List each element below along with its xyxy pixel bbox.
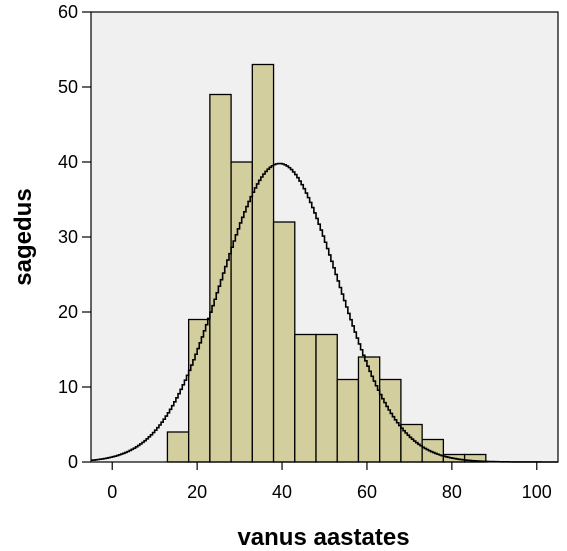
histogram-bar [166, 431, 190, 463]
x-tick-label: 60 [357, 482, 377, 502]
x-tick-label: 0 [107, 482, 117, 502]
y-tick-label: 10 [58, 377, 78, 397]
histogram-bar [421, 438, 445, 463]
histogram-bar [251, 63, 275, 463]
y-tick-label: 40 [58, 152, 78, 172]
y-tick-label: 60 [58, 2, 78, 22]
y-axis-title: sagedus [10, 188, 37, 285]
x-tick-label: 100 [522, 482, 552, 502]
y-axis: 0 10 20 30 40 50 60 [58, 2, 91, 472]
histogram-bar [315, 333, 338, 463]
y-tick-label: 0 [68, 452, 78, 472]
histogram-bar [272, 221, 296, 463]
y-tick-label: 20 [58, 302, 78, 322]
bars-layer [166, 63, 487, 463]
x-axis-title: vanus aastates [237, 524, 409, 551]
histogram-bar [209, 93, 232, 463]
x-tick-label: 80 [442, 482, 462, 502]
histogram-bar [357, 356, 381, 463]
y-tick-label: 50 [58, 77, 78, 97]
histogram-bar [187, 318, 211, 463]
histogram-bar [379, 378, 402, 463]
histogram-bar [230, 161, 253, 463]
histogram-bar [294, 333, 317, 463]
y-tick-label: 30 [58, 227, 78, 247]
x-axis: 0 20 40 60 80 100 [107, 462, 552, 502]
histogram-bar [336, 378, 360, 463]
x-tick-label: 40 [272, 482, 292, 502]
normal-curve [91, 162, 558, 463]
x-tick-label: 20 [187, 482, 207, 502]
